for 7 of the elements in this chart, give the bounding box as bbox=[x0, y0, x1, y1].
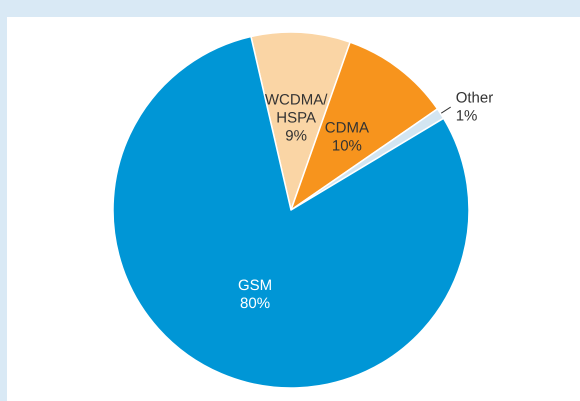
data-label: 9% bbox=[285, 128, 307, 145]
data-label: 80% bbox=[240, 295, 270, 312]
data-label: 10% bbox=[332, 137, 362, 154]
slice-label: CDMA bbox=[324, 119, 369, 136]
data-label: 1% bbox=[456, 108, 478, 125]
slice-label: GSM bbox=[238, 277, 272, 294]
slice-label: Other bbox=[456, 90, 494, 107]
